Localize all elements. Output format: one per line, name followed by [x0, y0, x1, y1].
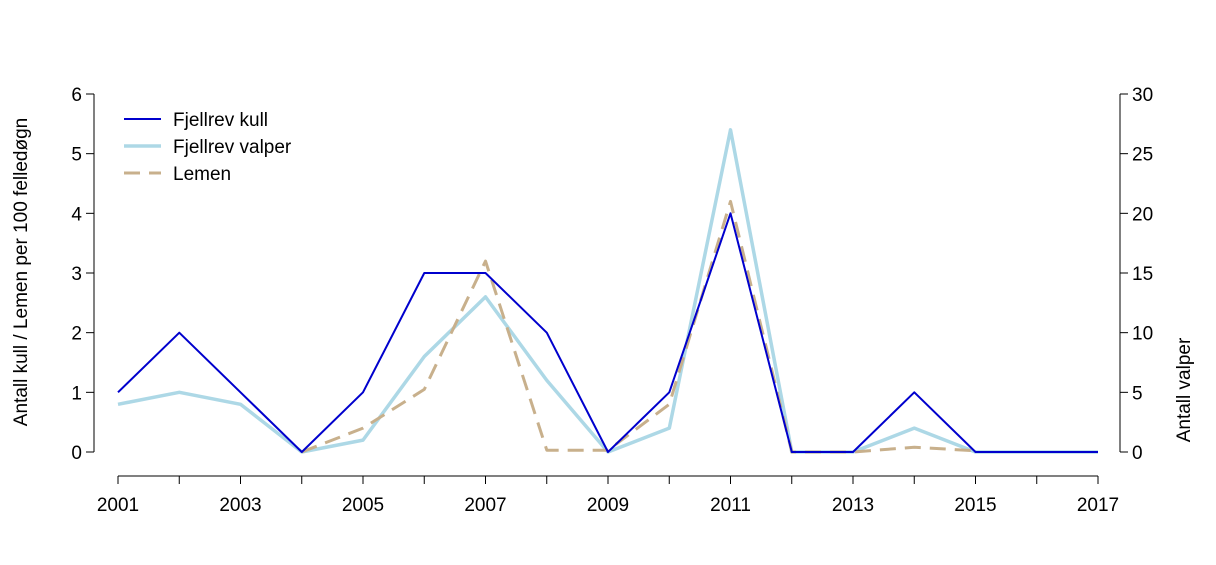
- y-right-tick-label: 15: [1132, 264, 1153, 285]
- y-left-tick-label: 6: [71, 85, 82, 106]
- series-line-lemen: [301, 199, 976, 454]
- series-line-fjellrev-kull: [117, 212, 1098, 453]
- x-tick-label: 2003: [219, 495, 261, 516]
- y-axis-left-title: Antall kull / Lemen per 100 felledøgn: [11, 118, 32, 426]
- x-tick-label: 2015: [954, 495, 996, 516]
- x-tick-label: 2009: [587, 495, 629, 516]
- legend: Fjellrev kull Fjellrev valper Lemen: [124, 110, 292, 185]
- y-left-tick-label: 2: [71, 324, 82, 345]
- y-left-tick-label: 1: [71, 383, 82, 404]
- axes: 2001 2003 2005 2007 2009 2011 2013 2015 20170123…: [71, 85, 1153, 516]
- y-left-tick-label: 4: [71, 204, 82, 225]
- y-right-tick-label: 0: [1132, 443, 1143, 464]
- y-right-tick-label: 25: [1132, 145, 1153, 166]
- x-tick-label: 2011: [710, 495, 751, 516]
- y-left-tick-label: 0: [71, 443, 82, 464]
- y-left-tick-label: 3: [71, 264, 82, 285]
- x-tick-label: 2013: [832, 495, 874, 516]
- y-left-tick-label: 5: [71, 145, 82, 166]
- x-tick-label: 2017: [1077, 495, 1119, 516]
- legend-label: Fjellrev kull: [173, 110, 268, 131]
- y-right-tick-label: 10: [1132, 324, 1153, 345]
- legend-label: Lemen: [173, 164, 231, 185]
- series-lines: [117, 128, 1098, 454]
- x-tick-label: 2001: [97, 495, 139, 516]
- y-right-tick-label: 20: [1132, 204, 1153, 225]
- x-tick-label: 2005: [342, 495, 384, 516]
- x-tick-label: 2007: [464, 495, 506, 516]
- y-right-tick-label: 30: [1132, 85, 1153, 106]
- series-line-fjellrev-valper: [117, 128, 1098, 454]
- y-axis-right-title: Antall valper: [1174, 337, 1195, 442]
- legend-label: Fjellrev valper: [173, 137, 292, 158]
- y-right-tick-label: 5: [1132, 383, 1143, 404]
